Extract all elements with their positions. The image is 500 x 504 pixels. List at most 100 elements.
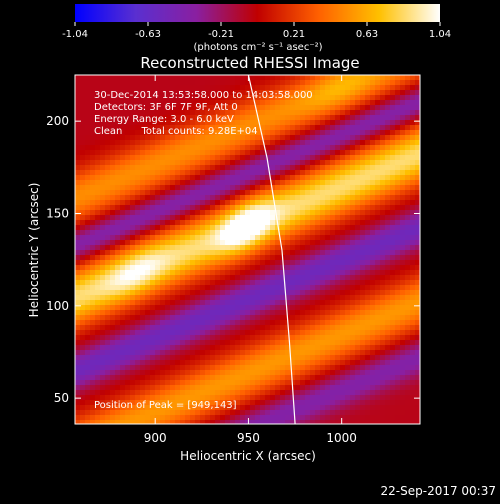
heatmap-cell [85,190,91,196]
heatmap-cell [290,375,296,381]
heatmap-cell [170,220,176,226]
heatmap-cell [160,350,166,356]
heatmap-cell [260,225,266,231]
heatmap-cell [375,240,381,246]
heatmap-cell [115,240,121,246]
heatmap-cell [115,280,121,286]
heatmap-cell [110,190,116,196]
heatmap-cell [295,120,301,126]
heatmap-cell [260,320,266,326]
heatmap-cell [275,115,281,121]
heatmap-cell [180,255,186,261]
heatmap-cell [400,240,406,246]
heatmap-cell [115,195,121,201]
heatmap-cell [305,205,311,211]
heatmap-cell [315,405,321,411]
heatmap-cell [165,330,171,336]
heatmap-cell [225,200,231,206]
heatmap-cell [400,300,406,306]
heatmap-cell [345,265,351,271]
heatmap-cell [290,100,296,106]
heatmap-cell [85,270,91,276]
heatmap-cell [195,105,201,111]
heatmap-cell [185,345,191,351]
heatmap-cell [200,90,206,96]
heatmap-cell [185,325,191,331]
heatmap-cell [250,375,256,381]
heatmap-cell [90,85,96,91]
heatmap-cell [415,355,420,361]
heatmap-cell [235,90,241,96]
heatmap-cell [130,115,136,121]
heatmap-cell [175,205,181,211]
heatmap-cell [125,250,131,256]
heatmap-cell [125,285,131,291]
heatmap-cell [220,80,226,86]
heatmap-cell [305,300,311,306]
heatmap-cell [75,190,81,196]
heatmap-cell [375,295,381,301]
heatmap-cell [85,165,91,171]
heatmap-cell [85,295,91,301]
heatmap-cell [365,235,371,241]
heatmap-cell [185,225,191,231]
heatmap-cell [275,160,281,166]
heatmap-cell [355,180,361,186]
heatmap-cell [115,220,121,226]
heatmap-cell [105,400,111,406]
heatmap-cell [340,200,346,206]
heatmap-cell [100,390,106,396]
heatmap-cell [240,255,246,261]
heatmap-cell [175,155,181,161]
heatmap-cell [100,135,106,141]
heatmap-cell [100,115,106,121]
heatmap-cell [80,420,86,424]
heatmap-cell [150,340,156,346]
heatmap-cell [325,140,331,146]
heatmap-cell [390,380,396,386]
heatmap-cell [165,170,171,176]
heatmap-cell [115,185,121,191]
heatmap-cell [380,325,386,331]
heatmap-cell [280,345,286,351]
heatmap-cell [345,155,351,161]
heatmap-cell [360,380,366,386]
heatmap-cell [300,200,306,206]
heatmap-cell [410,115,416,121]
heatmap-cell [205,305,211,311]
heatmap-cell [285,330,291,336]
heatmap-cell [205,115,211,121]
heatmap-cell [380,345,386,351]
heatmap-cell [150,205,156,211]
heatmap-cell [85,405,91,411]
heatmap-cell [100,105,106,111]
heatmap-cell [100,275,106,281]
heatmap-cell [345,420,351,424]
heatmap-cell [125,165,131,171]
heatmap-cell [405,395,411,401]
heatmap-cell [305,130,311,136]
heatmap-cell [245,325,251,331]
heatmap-cell [280,270,286,276]
heatmap-cell [320,265,326,271]
heatmap-cell [305,105,311,111]
heatmap-cell [230,110,236,116]
heatmap-cell [180,410,186,416]
heatmap-cell [375,360,381,366]
heatmap-cell [375,280,381,286]
heatmap-cell [390,105,396,111]
heatmap-cell [315,210,321,216]
heatmap-cell [130,290,136,296]
heatmap-cell [295,175,301,181]
heatmap-cell [165,185,171,191]
heatmap-cell [90,255,96,261]
heatmap-cell [285,210,291,216]
heatmap-cell [270,105,276,111]
heatmap-cell [240,305,246,311]
heatmap-cell [280,110,286,116]
heatmap-cell [150,250,156,256]
heatmap-cell [350,290,356,296]
heatmap-cell [405,90,411,96]
heatmap-cell [295,270,301,276]
heatmap-cell [290,115,296,121]
